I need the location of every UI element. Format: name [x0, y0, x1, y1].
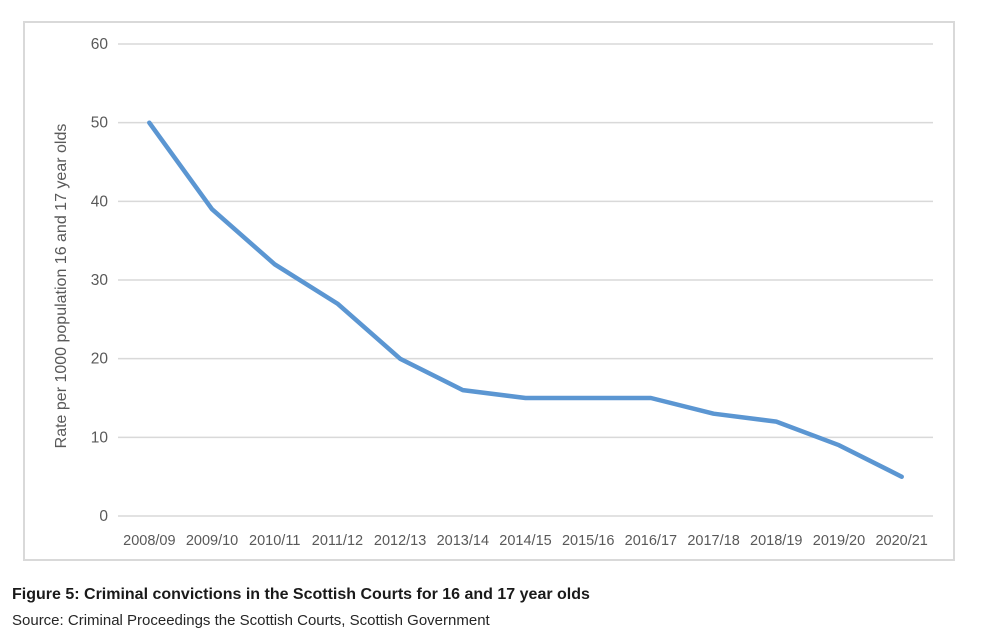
y-axis-title: Rate per 1000 population 16 and 17 year … — [53, 124, 70, 449]
chart-container: 0 10 20 30 40 50 60 2008/09 2009/10 2010/11 2011/1… — [23, 21, 955, 561]
y-tick-label: 40 — [91, 193, 109, 210]
y-tick-label: 60 — [91, 36, 109, 53]
data-line — [147, 120, 904, 479]
x-tick-label: 2014/15 — [499, 533, 551, 549]
line-chart-svg: 0 10 20 30 40 50 60 2008/09 2009/10 2010/11 2011/1… — [53, 36, 933, 549]
y-tick-label: 10 — [91, 429, 109, 446]
x-tick-label: 2013/14 — [437, 533, 489, 549]
x-tick-label: 2010/11 — [249, 533, 300, 549]
x-tick-label: 2016/17 — [625, 533, 677, 549]
x-tick-label: 2018/19 — [750, 533, 802, 549]
x-tick-label: 2017/18 — [687, 533, 739, 549]
y-tick-label: 30 — [91, 272, 109, 289]
x-tick-label: 2008/09 — [123, 533, 175, 549]
x-tick-label: 2012/13 — [374, 533, 426, 549]
y-tick-label: 50 — [91, 115, 109, 132]
x-tick-label: 2015/16 — [562, 533, 614, 549]
x-tick-label: 2020/21 — [875, 533, 927, 549]
y-tick-label: 20 — [91, 351, 109, 368]
x-tick-label: 2019/20 — [813, 533, 865, 549]
figure-caption: Figure 5: Criminal convictions in the Sc… — [12, 586, 590, 603]
figure-source: Source: Criminal Proceedings the Scottis… — [12, 612, 490, 629]
x-tick-label: 2011/12 — [312, 533, 363, 549]
x-tick-label: 2009/10 — [186, 533, 238, 549]
y-tick-label: 0 — [99, 508, 108, 525]
